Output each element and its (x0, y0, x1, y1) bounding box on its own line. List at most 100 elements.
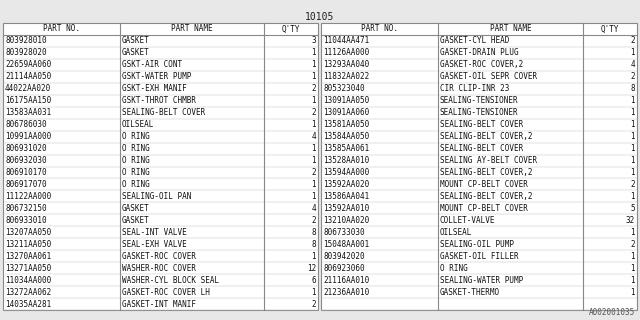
Text: 8: 8 (312, 240, 316, 249)
Text: 44022AA020: 44022AA020 (5, 84, 51, 93)
Text: 806733030: 806733030 (323, 228, 365, 237)
Text: 10991AA000: 10991AA000 (5, 132, 51, 141)
Text: 1: 1 (312, 96, 316, 105)
Text: Q'TY: Q'TY (282, 24, 300, 34)
Text: SEALING-BELT COVER: SEALING-BELT COVER (122, 108, 205, 117)
Text: Q'TY: Q'TY (601, 24, 620, 34)
Text: 16175AA150: 16175AA150 (5, 96, 51, 105)
Text: 4: 4 (312, 204, 316, 213)
Text: 1: 1 (630, 288, 635, 297)
Text: 22659AA060: 22659AA060 (5, 60, 51, 69)
Text: 13210AA020: 13210AA020 (323, 216, 369, 225)
Text: SEALING-BELT COVER: SEALING-BELT COVER (440, 120, 523, 129)
Text: 803928010: 803928010 (5, 36, 47, 45)
Text: GASKET-ROC COVER LH: GASKET-ROC COVER LH (122, 288, 209, 297)
Text: SEALING-BELT COVER,2: SEALING-BELT COVER,2 (440, 168, 532, 177)
Text: OILSEAL: OILSEAL (440, 228, 472, 237)
Text: 1: 1 (630, 144, 635, 153)
Text: 11034AA000: 11034AA000 (5, 276, 51, 284)
Text: PART NO.: PART NO. (43, 24, 80, 34)
Text: 1: 1 (312, 120, 316, 129)
Text: 806732150: 806732150 (5, 204, 47, 213)
Text: 13581AA050: 13581AA050 (323, 120, 369, 129)
Text: WASHER-ROC COVER: WASHER-ROC COVER (122, 264, 196, 273)
Text: O RING: O RING (122, 168, 149, 177)
Text: 806933010: 806933010 (5, 216, 47, 225)
Text: 14035AA281: 14035AA281 (5, 300, 51, 308)
Text: COLLET-VALVE: COLLET-VALVE (440, 216, 495, 225)
Text: PART NO.: PART NO. (361, 24, 398, 34)
Text: 21236AA010: 21236AA010 (323, 288, 369, 297)
Text: 1: 1 (312, 156, 316, 165)
Text: 11122AA000: 11122AA000 (5, 192, 51, 201)
Text: 13584AA050: 13584AA050 (323, 132, 369, 141)
Text: 803928020: 803928020 (5, 48, 47, 57)
Text: 1: 1 (312, 192, 316, 201)
Text: SEAL-EXH VALVE: SEAL-EXH VALVE (122, 240, 186, 249)
Text: SEALING-OIL PUMP: SEALING-OIL PUMP (440, 240, 514, 249)
Text: 4: 4 (312, 132, 316, 141)
Text: 11832AA022: 11832AA022 (323, 72, 369, 81)
Text: 1: 1 (630, 108, 635, 117)
Text: A002001035: A002001035 (589, 308, 635, 317)
Text: 21114AA050: 21114AA050 (5, 72, 51, 81)
Text: 1: 1 (630, 48, 635, 57)
Text: SEALING-OIL PAN: SEALING-OIL PAN (122, 192, 191, 201)
Text: 2: 2 (312, 108, 316, 117)
Text: GASKET: GASKET (122, 204, 149, 213)
Text: 803942020: 803942020 (323, 252, 365, 261)
Text: 2: 2 (630, 72, 635, 81)
Text: 8: 8 (312, 228, 316, 237)
Text: 13528AA010: 13528AA010 (323, 156, 369, 165)
Text: GASKET: GASKET (122, 216, 149, 225)
Text: GASKET: GASKET (122, 36, 149, 45)
Text: O RING: O RING (122, 144, 149, 153)
Text: 10105: 10105 (305, 12, 335, 22)
Text: WASHER-CYL BLOCK SEAL: WASHER-CYL BLOCK SEAL (122, 276, 219, 284)
Text: O RING: O RING (440, 264, 468, 273)
Text: GASKET: GASKET (122, 48, 149, 57)
Text: 2: 2 (312, 216, 316, 225)
Text: 1: 1 (312, 144, 316, 153)
Text: 13270AA061: 13270AA061 (5, 252, 51, 261)
Text: 4: 4 (630, 60, 635, 69)
Text: 13592AA010: 13592AA010 (323, 204, 369, 213)
Text: PART NAME: PART NAME (171, 24, 213, 34)
Text: SEALING-BELT COVER,2: SEALING-BELT COVER,2 (440, 192, 532, 201)
Text: SEALING-WATER PUMP: SEALING-WATER PUMP (440, 276, 523, 284)
Text: 21116AA010: 21116AA010 (323, 276, 369, 284)
Bar (321, 23, 637, 310)
Text: GASKET-OIL SEPR COVER: GASKET-OIL SEPR COVER (440, 72, 537, 81)
Text: 13293AA040: 13293AA040 (323, 60, 369, 69)
Text: 1: 1 (630, 252, 635, 261)
Text: 2: 2 (312, 168, 316, 177)
Text: GASKET-INT MANIF: GASKET-INT MANIF (122, 300, 196, 308)
Text: 1: 1 (630, 168, 635, 177)
Text: 11044AA471: 11044AA471 (323, 36, 369, 45)
Text: 13585AA061: 13585AA061 (323, 144, 369, 153)
Text: 8: 8 (630, 84, 635, 93)
Text: 5: 5 (630, 204, 635, 213)
Text: GASKET-CYL HEAD: GASKET-CYL HEAD (440, 36, 509, 45)
Text: 11126AA000: 11126AA000 (323, 48, 369, 57)
Text: SEAL-INT VALVE: SEAL-INT VALVE (122, 228, 186, 237)
Text: CIR CLIP-INR 23: CIR CLIP-INR 23 (440, 84, 509, 93)
Text: 12: 12 (307, 264, 316, 273)
Text: 2: 2 (630, 36, 635, 45)
Text: 2: 2 (312, 84, 316, 93)
Text: PART NAME: PART NAME (490, 24, 531, 34)
Text: 1: 1 (312, 48, 316, 57)
Text: GASKET-OIL FILLER: GASKET-OIL FILLER (440, 252, 518, 261)
Text: 13594AA000: 13594AA000 (323, 168, 369, 177)
Text: GASKET-ROC COVER,2: GASKET-ROC COVER,2 (440, 60, 523, 69)
Text: 1: 1 (312, 180, 316, 189)
Text: 1: 1 (630, 192, 635, 201)
Text: MOUNT CP-BELT COVER: MOUNT CP-BELT COVER (440, 180, 528, 189)
Text: 2: 2 (312, 300, 316, 308)
Text: 805323040: 805323040 (323, 84, 365, 93)
Text: SEALING-TENSIONER: SEALING-TENSIONER (440, 96, 518, 105)
Text: 13091AA060: 13091AA060 (323, 108, 369, 117)
Text: 2: 2 (630, 180, 635, 189)
Text: 13583AA031: 13583AA031 (5, 108, 51, 117)
Text: SEALING AY-BELT COVER: SEALING AY-BELT COVER (440, 156, 537, 165)
